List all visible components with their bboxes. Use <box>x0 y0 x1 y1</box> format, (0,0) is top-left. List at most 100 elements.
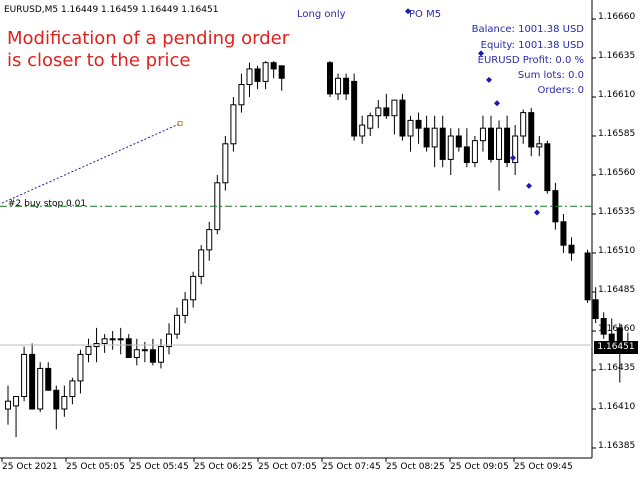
y-tick-label: 1.16510 <box>598 246 636 256</box>
annotation-line-1: Modification of a pending order <box>7 28 290 49</box>
candle-bull <box>157 346 164 363</box>
candle-bear <box>383 107 390 117</box>
candle-bull <box>133 349 140 359</box>
candle-bull <box>174 314 181 335</box>
candle-bear <box>45 367 52 391</box>
po-marker <box>534 209 540 216</box>
pending-order-label[interactable]: #2 buy stop 0.01 <box>8 199 87 209</box>
candle-bear <box>53 389 60 410</box>
candle-bear <box>415 119 422 129</box>
y-tick-label: 1.16635 <box>598 51 636 61</box>
x-tick-label: 25 Oct 09:45 <box>514 462 573 472</box>
candle-bull <box>5 400 11 410</box>
y-tick-label: 1.16560 <box>598 168 636 178</box>
candle-bear <box>149 349 156 363</box>
overlay-group <box>0 8 592 346</box>
candle-bear <box>423 127 430 148</box>
x-tick-label: 25 Oct 09:05 <box>450 462 509 472</box>
candle-bull <box>141 349 148 352</box>
trade-mode-label: Long only <box>297 9 346 20</box>
candle-bear <box>528 112 535 148</box>
candle-bear <box>351 80 358 137</box>
candle-bull <box>77 353 84 382</box>
candle-bull <box>471 140 478 164</box>
candle-bear <box>278 65 285 79</box>
current-price-tag: 1.16451 <box>594 341 638 354</box>
candle-bull <box>359 124 366 137</box>
candle-bear <box>584 252 591 301</box>
candle-bull <box>512 135 519 164</box>
candle-bull <box>85 346 92 355</box>
order-anchor-point <box>177 121 183 127</box>
candle-bear <box>254 68 261 82</box>
candle-bull <box>69 380 76 398</box>
candle-bull <box>246 68 253 86</box>
candle-bear <box>568 244 575 254</box>
y-tick-label: 1.16460 <box>598 324 636 334</box>
candle-bull <box>13 396 20 407</box>
x-tick-label: 25 Oct 06:25 <box>194 462 253 472</box>
candle-bull <box>262 62 269 82</box>
x-tick-label: 25 Oct 05:05 <box>66 462 125 472</box>
candle-bull <box>190 275 197 301</box>
order-trend-line <box>1 123 181 204</box>
candle-bull <box>536 143 543 148</box>
candle-bull <box>21 353 28 398</box>
profit-text: EURUSD Profit: 0.0 % <box>477 55 584 66</box>
x-tick-label: 25 Oct 07:05 <box>258 462 317 472</box>
balance-text: Balance: 1001.38 USD <box>471 24 584 35</box>
candle-bear <box>504 127 511 164</box>
candle-bull <box>198 249 205 277</box>
po-marker <box>478 50 484 57</box>
candle-bull <box>166 333 172 348</box>
candle-bull <box>391 99 398 117</box>
candle-bull <box>479 127 486 142</box>
candle-bull <box>222 143 229 184</box>
candle-bull <box>206 229 213 251</box>
candle-bear <box>560 221 567 246</box>
candle-bear <box>544 143 551 192</box>
candle-bull <box>238 84 245 106</box>
candle-bull <box>375 107 382 117</box>
candle-bear <box>29 353 36 410</box>
equity-text: Equity: 1001.38 USD <box>480 40 584 51</box>
candle-bull <box>407 119 414 137</box>
candle-bear <box>125 338 132 359</box>
po-marker <box>526 182 532 189</box>
x-tick-label: 25 Oct 2021 <box>2 462 58 472</box>
y-tick-label: 1.16385 <box>598 441 636 451</box>
sum-lots-text: Sum lots: 0.0 <box>517 70 584 81</box>
candle-bull <box>496 127 503 160</box>
annotation-line-2: is closer to the price <box>7 50 191 71</box>
y-tick-label: 1.16485 <box>598 285 636 295</box>
y-tick-label: 1.16410 <box>598 402 636 412</box>
y-tick-label: 1.16610 <box>598 90 636 100</box>
symbol-info: EURUSD,M5 1.16449 1.16459 1.16449 1.1645… <box>4 5 219 15</box>
po-label: PO M5 <box>409 9 442 20</box>
y-tick-label: 1.16535 <box>598 207 636 217</box>
x-tick-label: 25 Oct 08:25 <box>386 462 445 472</box>
candle-bear <box>439 127 446 160</box>
po-marker <box>494 100 500 107</box>
orders-text: Orders: 0 <box>537 85 584 96</box>
candle-bull <box>109 338 116 341</box>
candle-bear <box>270 62 277 70</box>
candle-bear <box>600 318 607 335</box>
po-marker <box>486 76 492 83</box>
y-tick-label: 1.16585 <box>598 129 636 139</box>
candle-bear <box>592 299 599 320</box>
candle-bear <box>463 146 470 164</box>
candle-bull <box>37 367 44 410</box>
candle-bull <box>230 104 237 145</box>
candle-bull <box>101 338 108 344</box>
x-tick-label: 25 Oct 05:45 <box>130 462 189 472</box>
y-tick-label: 1.16435 <box>598 363 636 373</box>
candle-bull <box>520 112 527 137</box>
y-tick-label: 1.16660 <box>598 12 636 22</box>
candle-bear <box>399 99 406 137</box>
candle-bull <box>447 135 454 160</box>
candle-bull <box>367 115 374 129</box>
candles-group <box>5 61 631 438</box>
